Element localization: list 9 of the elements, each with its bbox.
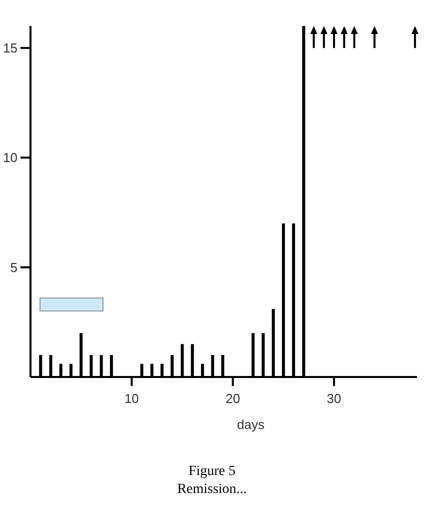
y-tick-label: 5 [10, 260, 18, 275]
x-axis-title: days [237, 417, 265, 432]
y-tick-label: 10 [3, 150, 18, 166]
x-tick-label: 10 [124, 391, 139, 406]
caption: Figure 5 [188, 464, 236, 479]
text: Remission... [177, 482, 247, 497]
x-tick-label: 20 [226, 391, 240, 406]
x-tick-label: 30 [326, 391, 342, 406]
y-tick-label: 15 [3, 40, 18, 56]
